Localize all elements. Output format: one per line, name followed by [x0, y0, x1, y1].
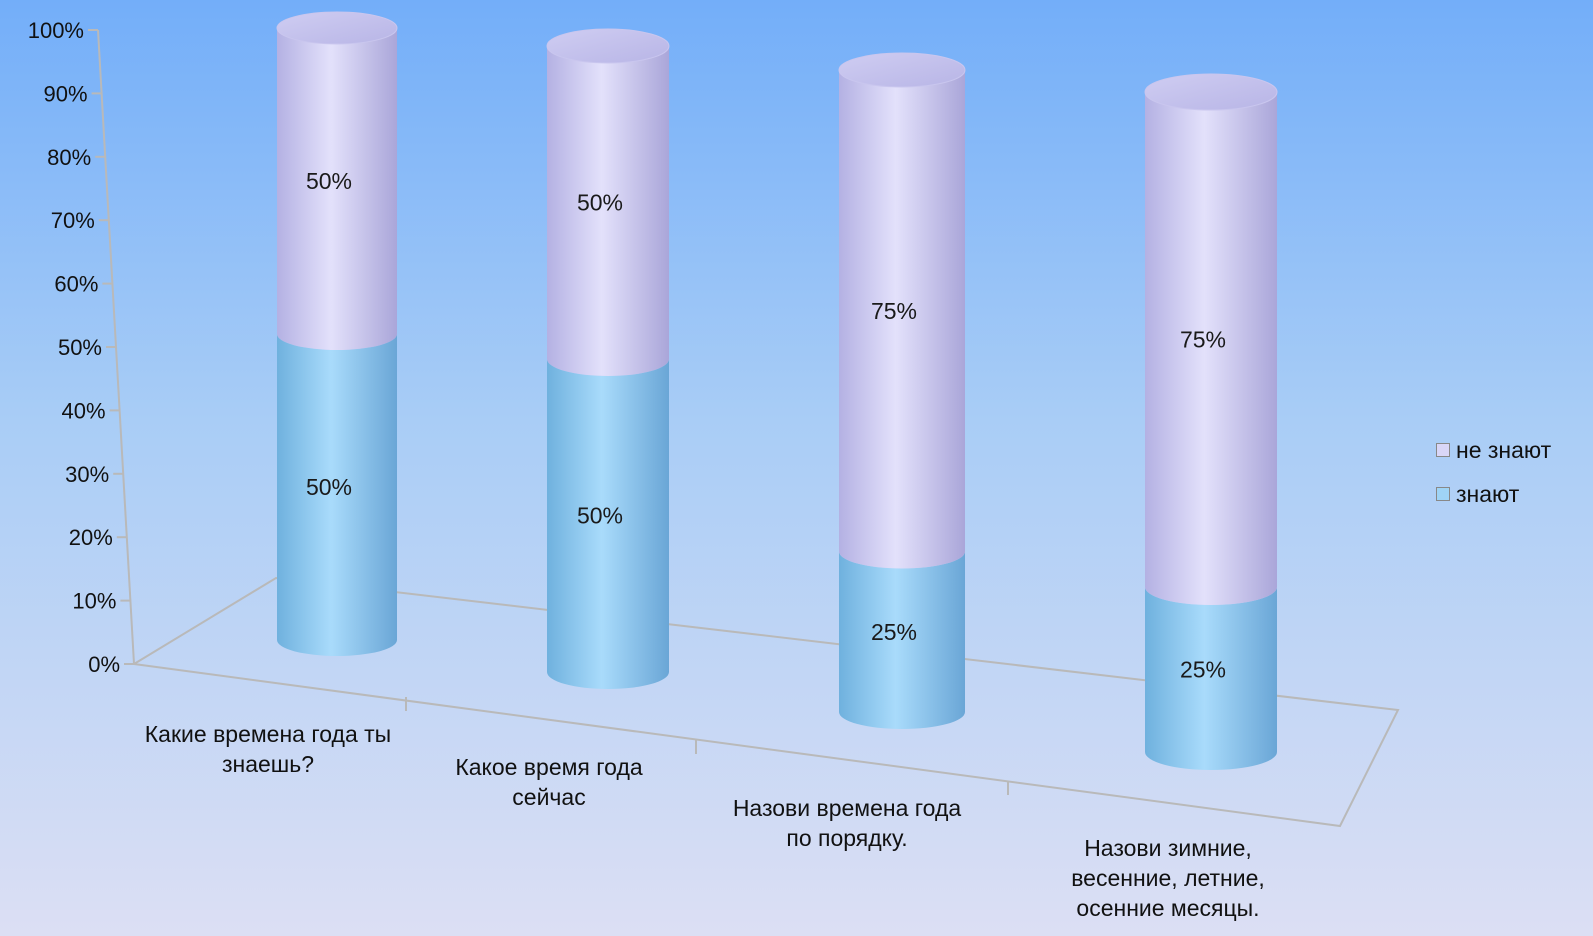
category-label: Какие времена года ты знаешь? — [145, 721, 391, 777]
y-tick-label: 40% — [62, 398, 106, 423]
y-tick-label: 60% — [54, 272, 98, 297]
category-label-line: весенние, летние, — [1071, 865, 1265, 891]
category-label-line: Какое время года — [455, 754, 643, 780]
bar-segment — [277, 28, 397, 350]
y-tick-label: 20% — [69, 525, 113, 550]
category-label-line: Назови времена года — [733, 795, 962, 821]
legend-swatch-ne-znayut — [1436, 443, 1450, 457]
legend-item-znayut: знают — [1436, 472, 1551, 516]
data-label: 75% — [1180, 327, 1226, 353]
category-label-line: по порядку. — [786, 825, 907, 851]
bars — [276, 11, 1278, 770]
cylinder-top — [546, 28, 670, 64]
cylinder — [546, 28, 670, 689]
y-tick-label: 10% — [72, 589, 116, 614]
legend-swatch-znayut — [1436, 487, 1450, 501]
y-tick-label: 30% — [65, 462, 109, 487]
cylinder — [1144, 73, 1278, 770]
data-label: 75% — [871, 298, 917, 324]
data-label: 50% — [306, 168, 352, 194]
legend-label-ne-znayut: не знают — [1456, 436, 1552, 463]
category-label-line: осенние месяцы. — [1076, 895, 1259, 921]
y-tick-label: 100% — [28, 18, 84, 43]
y-tick-label: 80% — [47, 145, 91, 170]
bar-segment — [839, 70, 965, 569]
data-label: 25% — [871, 619, 917, 645]
bar-segment — [839, 551, 966, 729]
legend-label-znayut: знают — [1456, 480, 1520, 507]
bar-segment — [277, 334, 397, 656]
bar-segment — [1145, 587, 1277, 770]
category-label-line: Какие времена года ты — [145, 721, 391, 747]
category-label-line: Назови зимние, — [1084, 835, 1252, 861]
legend-item-ne-znayut: не знают — [1436, 428, 1551, 472]
data-label: 50% — [577, 190, 623, 216]
cylinder — [838, 52, 966, 729]
category-label-line: сейчас — [512, 784, 585, 810]
floor-outline — [131, 576, 1400, 828]
data-label: 50% — [577, 503, 623, 529]
y-tick-label: 70% — [51, 208, 95, 233]
data-label: 25% — [1180, 657, 1226, 683]
category-label: Какое время года сейчас — [455, 754, 643, 810]
cylinder — [276, 11, 398, 656]
y-tick-label: 90% — [44, 81, 88, 106]
cylinder-top — [838, 52, 966, 88]
legend: не знают знают — [1436, 428, 1551, 516]
data-label: 50% — [306, 474, 352, 500]
bar-segment — [547, 46, 669, 376]
y-tick-label: 0% — [88, 652, 120, 677]
labels: 50% 50% 50% 50% 25% 75% 25% 75% Какие времена го… — [145, 168, 1265, 921]
category-label-line: знаешь? — [222, 751, 314, 777]
category-label: Назови времена года по порядку. — [733, 795, 962, 851]
axes: 0% 10% 20% 30% 40% 50% 60% 70% 80% 90% 100% — [28, 18, 1400, 828]
y-tick-label: 50% — [58, 335, 102, 360]
bar-segment — [547, 359, 669, 689]
bar-segment — [1145, 92, 1277, 605]
category-label: Назови зимние, весенние, летние, осенние м… — [1071, 835, 1265, 921]
cylinder-top — [1144, 73, 1278, 111]
cylinder-top — [276, 11, 398, 45]
